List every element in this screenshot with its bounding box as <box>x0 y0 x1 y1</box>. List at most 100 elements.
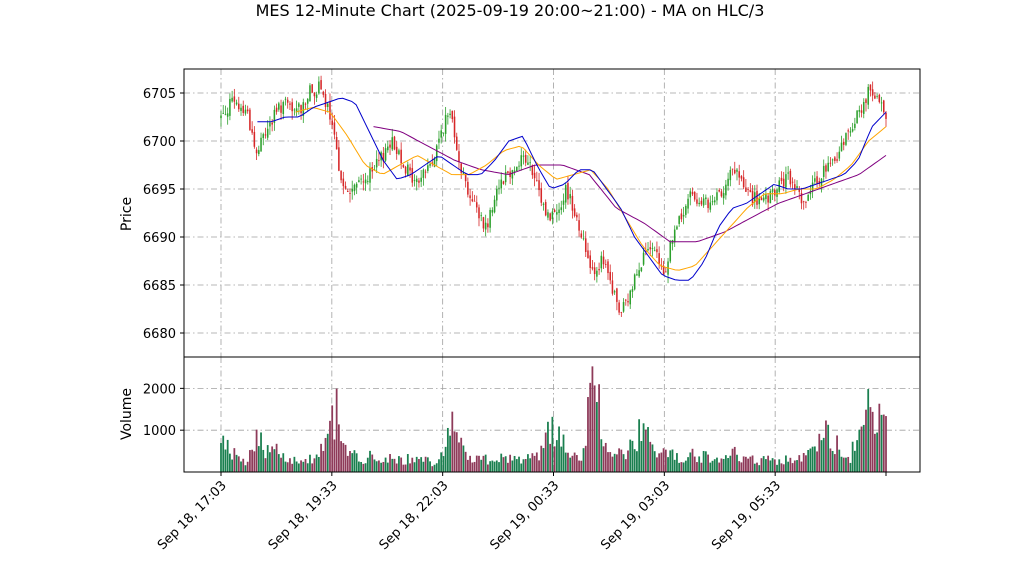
candle-body <box>455 136 458 150</box>
volume-bar <box>716 457 718 472</box>
candle-body <box>300 105 302 114</box>
volume-bar <box>611 456 614 472</box>
candle-body <box>289 103 291 105</box>
candle-body <box>598 269 600 271</box>
volume-bar <box>222 435 225 472</box>
candle-body <box>280 105 282 113</box>
candle-body <box>800 192 803 204</box>
volume-bar <box>667 457 669 472</box>
candle-body <box>878 94 881 103</box>
volume-bar <box>807 449 810 472</box>
candle-body <box>814 178 816 182</box>
volume-bar <box>622 454 625 472</box>
volume-bar <box>489 461 492 472</box>
candle-body <box>395 146 398 154</box>
volume-bar <box>869 407 872 472</box>
candle-body <box>665 271 667 273</box>
volume-bar <box>475 455 478 472</box>
candle-body <box>580 233 583 238</box>
volume-bar <box>491 460 494 472</box>
volume-bar <box>378 460 380 472</box>
volume-bar <box>409 463 411 472</box>
volume-bar <box>684 460 687 472</box>
candle-body <box>718 190 720 192</box>
volume-bar <box>284 461 287 472</box>
candle-body <box>825 165 827 172</box>
volume-bar <box>431 466 434 472</box>
volume-bar <box>880 414 883 472</box>
candle-body <box>480 215 482 217</box>
volume-bar <box>515 459 518 472</box>
volume-bar <box>573 452 576 472</box>
candle-body <box>805 202 807 203</box>
candle-body <box>631 289 634 292</box>
volume-bar <box>507 462 509 472</box>
candle-body <box>315 94 318 98</box>
x-tick-label: Sep 18, 19:33 <box>266 478 341 553</box>
candle-body <box>791 181 794 183</box>
candle-body <box>224 114 227 116</box>
x-tick-label: Sep 19, 05:33 <box>709 478 784 553</box>
volume-bar <box>235 454 238 472</box>
volume-bar <box>553 446 556 472</box>
volume-bar <box>402 464 405 472</box>
volume-bar <box>413 462 416 472</box>
candle-body <box>618 302 620 313</box>
candle-body <box>685 205 687 215</box>
candle-body <box>785 174 787 188</box>
volume-bar <box>602 446 605 472</box>
volume-bar <box>533 455 536 472</box>
candle-body <box>513 170 516 172</box>
candle-body <box>447 115 449 117</box>
ma-slow-line <box>373 126 887 243</box>
candle-body <box>249 109 251 130</box>
volume-bar <box>257 446 260 472</box>
candle-body <box>578 220 580 231</box>
candle-body <box>653 250 656 252</box>
volume-bar <box>473 461 476 472</box>
volume-bar <box>836 435 838 472</box>
volume-bar <box>562 434 565 472</box>
volume-bar <box>337 424 340 472</box>
volume-bar <box>873 433 876 472</box>
candle-body <box>306 99 309 104</box>
volume-bar <box>878 403 881 472</box>
volume-bar <box>696 462 698 472</box>
volume-bar <box>700 462 703 472</box>
candle-body <box>858 109 861 112</box>
volume-bar <box>531 453 534 472</box>
volume-bar <box>580 460 583 472</box>
volume-bar <box>293 456 296 472</box>
candle-body <box>531 165 534 176</box>
volume-bar <box>471 462 474 472</box>
volume-bar <box>867 389 870 472</box>
candle-body <box>362 181 365 183</box>
candle-body <box>742 177 745 188</box>
volume-bar <box>453 431 456 472</box>
volume-bar <box>704 451 707 472</box>
volume-bar <box>647 427 649 472</box>
volume-bar <box>373 459 376 472</box>
candle-body <box>707 199 709 209</box>
candle-body <box>544 202 547 216</box>
volume-bar <box>860 426 863 472</box>
candle-body <box>698 202 700 205</box>
candle-body <box>662 265 665 275</box>
candle-body <box>500 179 503 189</box>
candle-body <box>318 81 320 94</box>
volume-bar <box>335 388 338 472</box>
candle-body <box>802 201 805 203</box>
volume-bar <box>340 441 342 472</box>
volume-bar <box>751 455 754 472</box>
candle-body <box>524 154 527 163</box>
volume-bar <box>242 458 245 472</box>
volume-bar <box>865 409 867 472</box>
volume-bar <box>636 451 638 472</box>
volume-bar <box>609 452 612 472</box>
volume-bar <box>702 450 705 472</box>
volume-panel-frame <box>183 356 921 473</box>
volume-bar <box>324 437 327 472</box>
candle-body <box>238 103 240 110</box>
candle-body <box>845 133 847 145</box>
candle-body <box>346 190 349 192</box>
